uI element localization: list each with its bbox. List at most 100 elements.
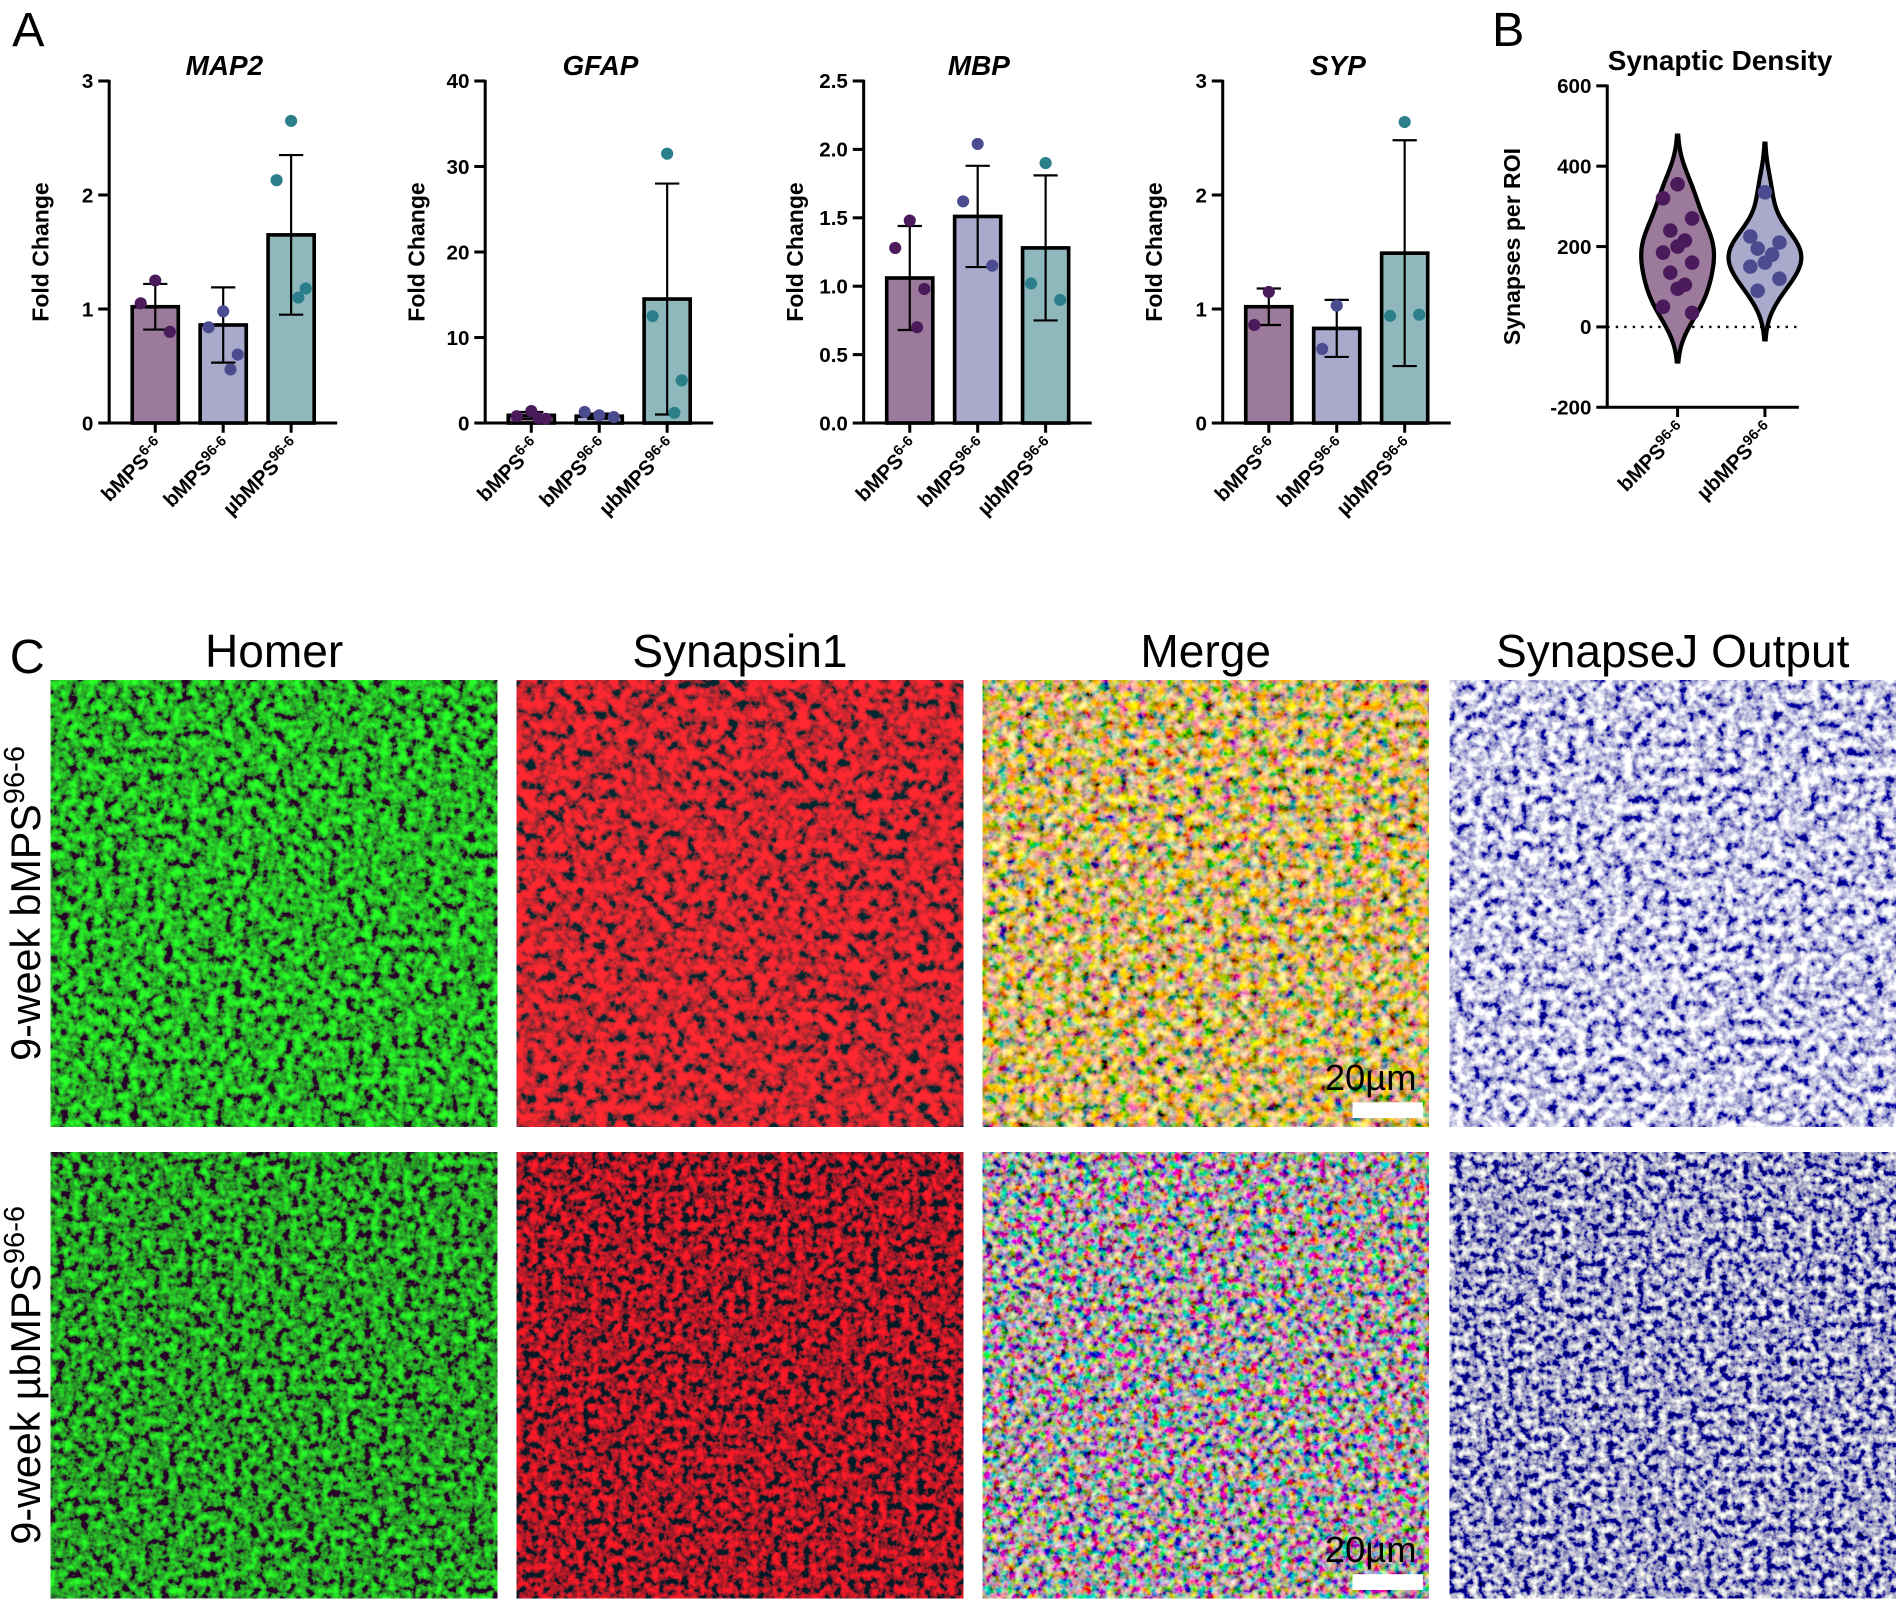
y-tick-label: 0 [1580, 316, 1591, 339]
y-tick-label: 0 [82, 412, 93, 435]
y-tick-label: 2 [1195, 184, 1206, 207]
y-tick-label: 0 [458, 412, 469, 435]
scale-bar-label: 20µm [1325, 1529, 1417, 1570]
column-title: Synapsin1 [632, 625, 847, 677]
micrograph [1449, 1152, 1896, 1599]
data-point [1684, 211, 1700, 226]
data-point [1772, 271, 1787, 286]
data-point [149, 274, 162, 287]
panel-label: A [12, 3, 45, 57]
x-tick-label: µbMPS96-6 [1331, 433, 1418, 520]
x-tick-label: µbMPS96-6 [1691, 417, 1778, 504]
x-tick-label: µbMPS96-6 [972, 433, 1059, 520]
y-tick-label: 0.5 [819, 344, 848, 367]
row-label-sup: 96-6 [0, 746, 31, 804]
y-axis-label: Fold Change [1141, 182, 1167, 322]
data-point [903, 214, 916, 227]
violin [1726, 141, 1804, 342]
row-label-sup: 96-6 [0, 1206, 31, 1264]
data-point [1316, 342, 1329, 355]
chart-title: MAP2 [186, 50, 264, 81]
y-tick-label: 0.0 [819, 412, 848, 435]
panel-label: B [1492, 3, 1524, 57]
data-point [1757, 255, 1773, 270]
x-tick-label: bMPS6-6 [1209, 433, 1282, 506]
data-point [1024, 277, 1038, 290]
data-point [532, 411, 545, 424]
data-point [918, 282, 931, 296]
data-point [889, 241, 902, 254]
micrograph [516, 680, 964, 1127]
scale-bar-label: 20µm [1325, 1057, 1417, 1098]
data-point [1670, 176, 1685, 192]
x-tick-label: µbMPS96-6 [593, 433, 680, 520]
data-point [1670, 239, 1685, 254]
x-tick-label: bMPS6-6 [850, 433, 923, 506]
data-point [510, 410, 523, 423]
y-tick-label: 1.0 [819, 275, 848, 298]
data-point [292, 291, 305, 304]
data-point [1743, 259, 1758, 274]
data-point [646, 310, 659, 323]
x-tick-label: bMPS6-6 [95, 433, 168, 506]
row-label-base: 9-week bMPS [3, 804, 49, 1061]
x-tick-label: bMPS96-6 [1612, 417, 1691, 496]
data-point [1655, 299, 1671, 315]
micrograph [516, 1152, 964, 1599]
data-point [1757, 185, 1773, 200]
data-point [1384, 309, 1397, 322]
micrograph [982, 1152, 1429, 1599]
y-axis-label: Fold Change [28, 182, 54, 322]
chart-title: MBP [948, 50, 1010, 81]
y-tick-label: 10 [446, 327, 469, 350]
y-tick-label: 400 [1557, 155, 1591, 178]
data-point [285, 114, 298, 127]
data-point [1039, 157, 1052, 170]
y-tick-label: -200 [1550, 397, 1591, 420]
chart-title: GFAP [562, 50, 638, 81]
scale-bar [1352, 1574, 1423, 1590]
y-axis-label: Fold Change [782, 182, 808, 322]
x-tick-label-base: µbMPS [595, 455, 660, 520]
data-point [1772, 235, 1787, 250]
micrograph [50, 1152, 498, 1599]
data-point [607, 410, 620, 424]
y-tick-label: 1.5 [819, 207, 848, 230]
y-tick-label: 3 [82, 70, 93, 93]
data-point [1750, 241, 1765, 256]
data-point [1684, 305, 1700, 321]
y-tick-label: 3 [1195, 70, 1206, 93]
column-title: Homer [205, 625, 343, 677]
data-point [299, 282, 312, 295]
data-point [593, 409, 606, 422]
column-title: Merge [1140, 625, 1271, 677]
micrograph [50, 680, 498, 1127]
panel-label: C [10, 630, 45, 684]
data-point [661, 147, 674, 160]
y-axis-label: Fold Change [404, 182, 430, 322]
x-tick-label-base: µbMPS [1332, 455, 1397, 520]
micrograph [1449, 680, 1896, 1127]
data-point [957, 195, 970, 208]
bar [198, 323, 249, 425]
data-point [1750, 283, 1765, 299]
data-point [1655, 191, 1671, 206]
data-point [1413, 308, 1426, 321]
data-point [1670, 281, 1685, 297]
y-tick-label: 30 [446, 156, 469, 179]
data-point [1262, 285, 1275, 298]
y-tick-label: 2.5 [819, 70, 848, 93]
data-point [1743, 229, 1758, 244]
data-point [910, 321, 924, 334]
data-point [1054, 293, 1067, 306]
x-tick-label: bMPS6-6 [472, 433, 545, 506]
data-point [675, 374, 688, 387]
y-tick-label: 600 [1557, 75, 1591, 98]
data-point [1248, 318, 1261, 332]
y-tick-label: 1 [1195, 298, 1206, 321]
y-axis-label: Synapses per ROI [1499, 148, 1525, 345]
column-title: SynapseJ Output [1496, 625, 1850, 677]
data-point [202, 321, 215, 334]
